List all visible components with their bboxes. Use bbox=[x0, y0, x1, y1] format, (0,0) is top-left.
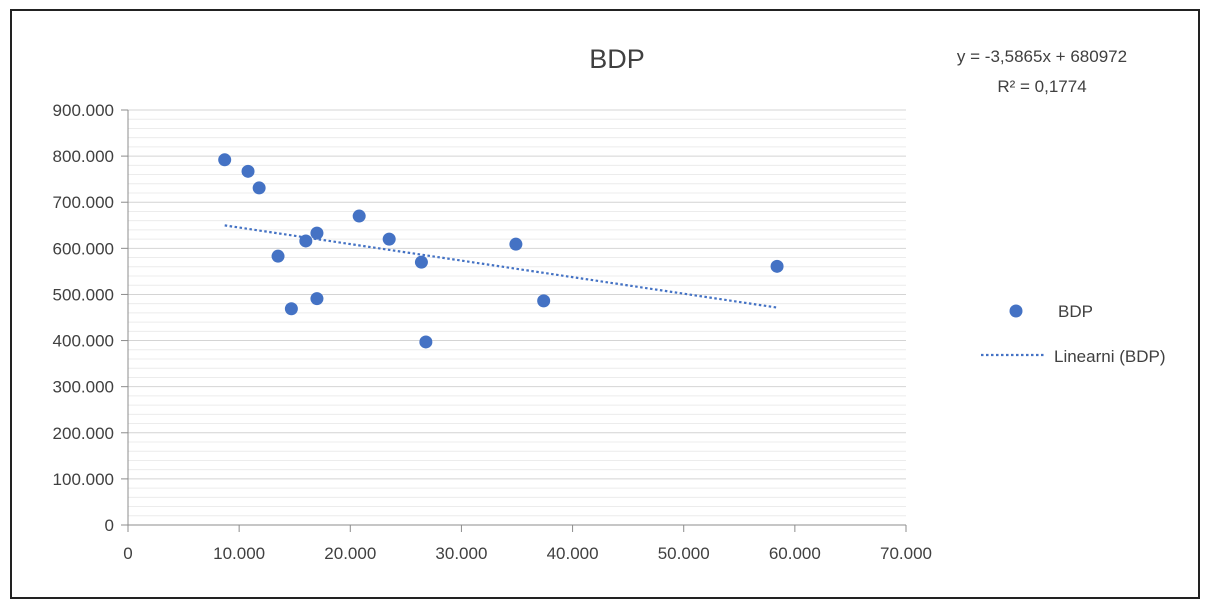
y-tick-label: 600.000 bbox=[53, 239, 114, 258]
y-tick-label: 500.000 bbox=[53, 285, 114, 304]
legend-marker-bdp bbox=[1009, 304, 1023, 318]
trendline-r-squared: R² = 0,1774 bbox=[997, 77, 1086, 96]
trendline bbox=[224, 224, 778, 309]
data-point bbox=[537, 294, 551, 308]
data-point bbox=[382, 232, 396, 246]
y-tick-label: 200.000 bbox=[53, 424, 114, 443]
minor-gridlines bbox=[128, 118, 906, 517]
data-point bbox=[770, 259, 784, 273]
y-tick-label: 900.000 bbox=[53, 101, 114, 120]
x-tick-label: 10.000 bbox=[213, 544, 265, 563]
data-point bbox=[252, 181, 266, 195]
x-tick-label: 50.000 bbox=[658, 544, 710, 563]
data-point bbox=[299, 234, 313, 248]
data-point bbox=[509, 237, 523, 251]
y-tick-label: 300.000 bbox=[53, 378, 114, 397]
y-tick-label: 0 bbox=[105, 516, 114, 535]
chart-title: BDP bbox=[589, 44, 645, 74]
y-tick-label: 400.000 bbox=[53, 332, 114, 351]
data-point bbox=[352, 209, 366, 223]
data-point bbox=[271, 249, 285, 263]
x-tick-label: 60.000 bbox=[769, 544, 821, 563]
axes bbox=[127, 110, 906, 526]
data-point bbox=[310, 292, 324, 306]
data-point bbox=[218, 153, 232, 167]
x-axis-ticks: 0 10.000 20.000 30.000 40.000 50.000 60.000 70.… bbox=[123, 525, 932, 563]
x-tick-label: 0 bbox=[123, 544, 132, 563]
data-point bbox=[241, 164, 255, 178]
data-points bbox=[218, 153, 784, 349]
legend: BDP Linearni (BDP) bbox=[981, 302, 1166, 366]
data-point bbox=[284, 302, 298, 316]
legend-label-bdp: BDP bbox=[1058, 302, 1093, 321]
legend-label-trendline: Linearni (BDP) bbox=[1054, 347, 1166, 366]
x-tick-label: 40.000 bbox=[547, 544, 599, 563]
x-tick-label: 20.000 bbox=[324, 544, 376, 563]
trendline-equation: y = -3,5865x + 680972 bbox=[957, 47, 1127, 66]
data-point bbox=[414, 255, 428, 269]
data-point bbox=[419, 335, 433, 349]
data-point bbox=[310, 226, 324, 240]
y-tick-label: 100.000 bbox=[53, 470, 114, 489]
trendline-path bbox=[224, 224, 778, 309]
scatter-chart: BDP y = -3,5865x + 680972 R² = 0,1774 0 1… bbox=[53, 44, 1166, 563]
x-tick-label: 70.000 bbox=[880, 544, 932, 563]
y-tick-label: 800.000 bbox=[53, 147, 114, 166]
y-tick-label: 700.000 bbox=[53, 193, 114, 212]
y-axis-ticks: 0 100.000 200.000 300.000 400.000 500.000 600.… bbox=[53, 101, 128, 535]
x-tick-label: 30.000 bbox=[435, 544, 487, 563]
